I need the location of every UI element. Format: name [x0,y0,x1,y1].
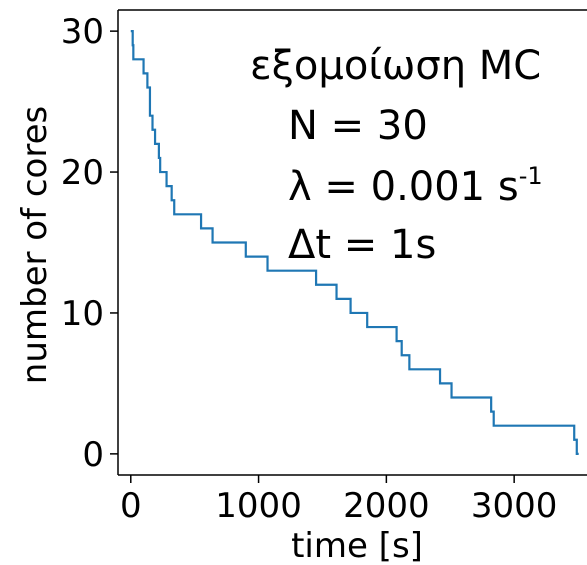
y-tick-label: 30 [61,12,104,52]
y-axis-ticks: 0 10 20 30 [61,12,118,475]
y-tick-label: 20 [61,153,104,193]
annotation-lambda-main: λ = 0.001 s [288,164,519,210]
x-tick-label: 2000 [343,486,430,526]
annotation-method: εξομοίωση MC [250,43,541,89]
annotation-dt: Δt = 1s [288,222,436,268]
x-tick-label: 0 [120,486,142,526]
data-series-line [130,30,579,455]
x-tick-label: 1000 [215,486,302,526]
annotation-n: N = 30 [288,103,428,149]
data-series-group [130,30,579,455]
axes-frame [117,9,587,476]
x-tick-label: 3000 [471,486,558,526]
y-axis-label: number of cores [15,106,55,384]
y-tick-label: 0 [82,435,104,475]
annotation-lambda: λ = 0.001 s-1 [288,162,543,210]
annotation-lambda-superscript: -1 [519,162,543,190]
x-axis-ticks: 0 1000 2000 3000 [120,475,557,526]
y-tick-label: 10 [61,294,104,334]
x-axis-label: time [s] [291,526,423,565]
